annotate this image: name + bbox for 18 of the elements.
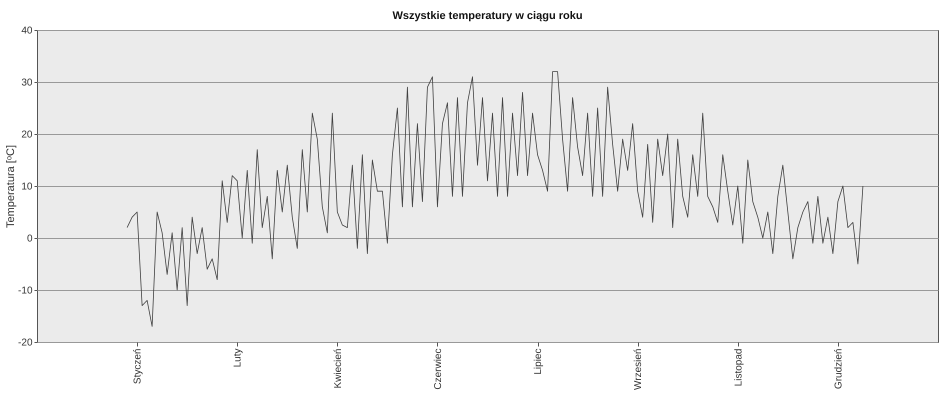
x-tick-label: Grudzień xyxy=(833,348,844,390)
y-tick-label: 0 xyxy=(26,234,33,244)
chart-title: Wszystkie temperatury w ciągu roku xyxy=(392,10,583,22)
x-tick-label: Styczeń xyxy=(132,348,144,384)
x-tick-label: Wrzesień xyxy=(633,348,644,390)
y-tick-label: 10 xyxy=(21,182,33,192)
x-tick-label: Luty xyxy=(232,348,244,368)
x-tick-label: Listopad xyxy=(733,348,744,386)
y-axis-title: Temperatura [ᵒC] xyxy=(5,144,18,228)
x-tick-label: Kwiecień xyxy=(332,348,344,389)
line-series xyxy=(126,71,864,327)
y-tick-label: 30 xyxy=(21,78,33,88)
y-tick-label: 40 xyxy=(21,26,33,36)
y-tick-label: -20 xyxy=(18,338,33,348)
x-tick-label: Czerwiec xyxy=(432,348,444,390)
x-tick-label: Lipiec xyxy=(533,348,544,375)
y-tick-label: -10 xyxy=(18,286,33,296)
y-tick-label: 20 xyxy=(21,130,33,140)
